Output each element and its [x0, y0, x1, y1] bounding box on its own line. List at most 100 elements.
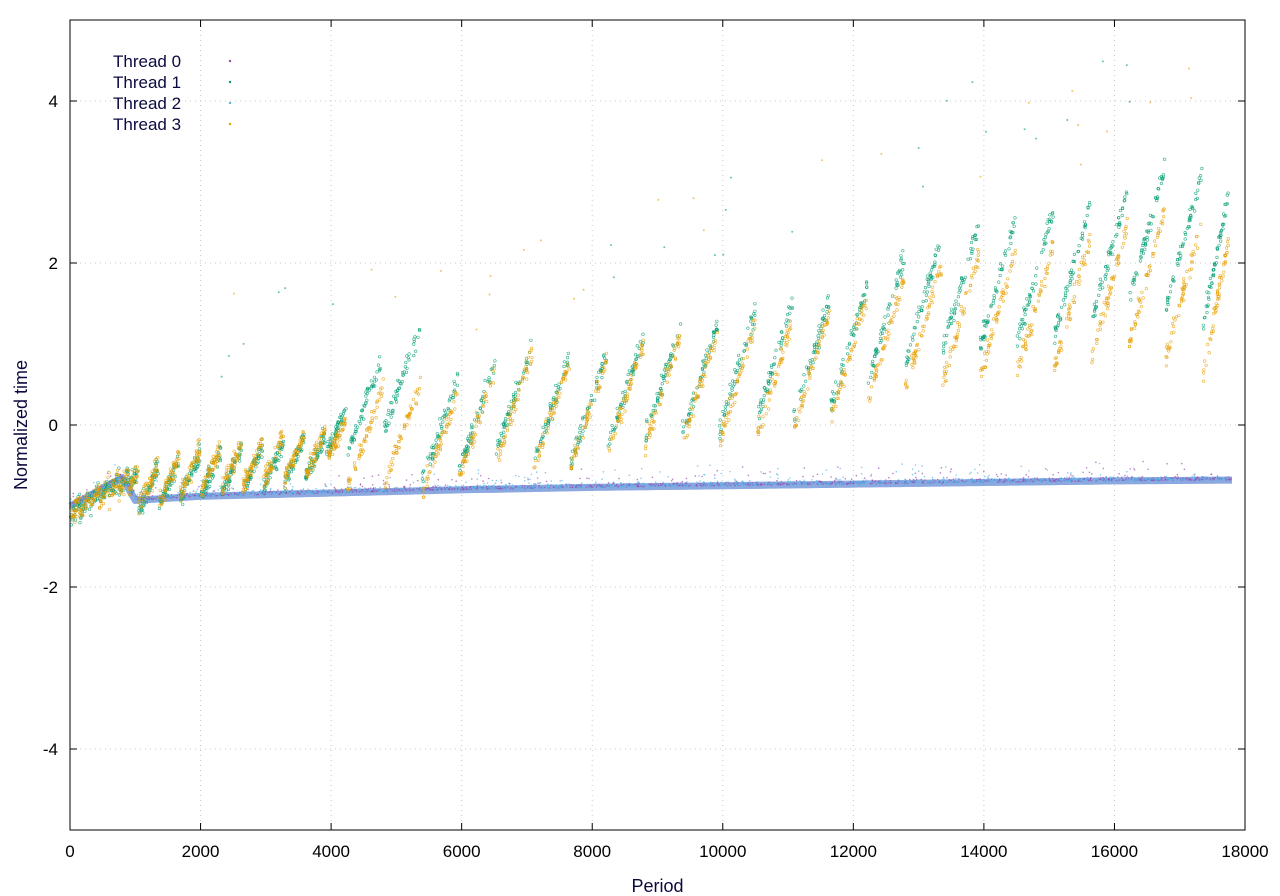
data-point [795, 481, 798, 483]
data-point [1021, 478, 1023, 481]
data-point [980, 481, 983, 483]
data-point [872, 480, 874, 483]
data-point [300, 489, 302, 491]
data-point [660, 485, 663, 488]
data-point [1031, 477, 1034, 480]
data-point [409, 483, 412, 486]
data-point [626, 372, 630, 377]
data-point [76, 495, 80, 499]
data-point [1041, 248, 1045, 252]
data-point [640, 477, 642, 480]
data-point [970, 480, 973, 483]
data-point [821, 473, 824, 475]
data-point [668, 484, 670, 486]
data-point [365, 386, 370, 391]
data-point [648, 485, 650, 488]
data-point [650, 414, 654, 419]
data-point [1079, 478, 1081, 481]
data-point [607, 481, 610, 484]
data-point [318, 450, 322, 455]
data-point [107, 481, 110, 483]
data-point [1076, 479, 1078, 482]
data-point [389, 411, 393, 416]
data-point [851, 481, 854, 483]
data-point [751, 484, 754, 486]
data-point [730, 176, 732, 179]
data-point [816, 473, 819, 476]
data-point [1125, 476, 1128, 479]
data-point [395, 490, 397, 492]
data-point [404, 489, 407, 492]
data-point [467, 488, 470, 491]
data-point [119, 476, 122, 479]
data-point [609, 483, 611, 486]
data-point [1217, 243, 1221, 247]
data-point [446, 484, 449, 487]
data-point [1042, 238, 1046, 242]
data-point [367, 488, 369, 491]
data-point [258, 492, 261, 495]
data-point [867, 480, 870, 482]
data-point [894, 482, 897, 485]
data-point [821, 308, 825, 312]
data-point [146, 497, 150, 501]
data-point [849, 329, 853, 333]
data-point [1097, 293, 1101, 298]
data-point [482, 480, 484, 482]
data-point [395, 487, 397, 490]
data-point [389, 415, 393, 419]
data-point [365, 391, 369, 396]
data-point [952, 319, 956, 323]
data-point [1205, 310, 1209, 315]
data-point [656, 400, 660, 404]
data-point [168, 497, 171, 499]
data-point [372, 487, 375, 490]
data-point [936, 478, 939, 481]
data-point [1000, 481, 1002, 483]
data-point [917, 309, 921, 314]
data-point [289, 470, 293, 474]
data-point [338, 475, 340, 477]
data-point [336, 422, 340, 426]
data-point [608, 485, 611, 487]
data-point [86, 489, 88, 491]
data-point [811, 481, 814, 484]
data-point [694, 475, 697, 477]
data-point [757, 405, 761, 409]
data-point [716, 483, 718, 486]
data-point [789, 477, 791, 479]
data-point [861, 480, 864, 483]
data-point [465, 486, 468, 489]
data-point [880, 331, 885, 336]
data-point [1072, 477, 1074, 479]
data-point [525, 362, 529, 366]
data-point [654, 481, 657, 484]
data-point [941, 348, 945, 353]
data-point [319, 491, 322, 494]
data-point [223, 480, 227, 484]
data-point [855, 474, 858, 477]
data-point [702, 370, 706, 374]
data-point [456, 488, 459, 490]
data-point [451, 478, 453, 481]
data-point [754, 481, 756, 484]
data-point [416, 335, 420, 339]
data-point [292, 491, 294, 493]
data-point [871, 479, 874, 481]
data-point [1221, 478, 1224, 481]
data-point [426, 455, 430, 459]
data-point [546, 483, 549, 485]
data-point [251, 491, 254, 494]
data-point [999, 478, 1001, 481]
data-point [636, 478, 639, 481]
data-point [681, 480, 684, 483]
data-point [631, 369, 636, 373]
data-point [715, 319, 719, 323]
data-point [377, 369, 382, 373]
data-point [1112, 479, 1114, 482]
data-point [1080, 234, 1085, 238]
data-point [398, 381, 403, 386]
data-point [664, 373, 668, 377]
data-point [680, 483, 683, 485]
data-point [790, 296, 794, 300]
